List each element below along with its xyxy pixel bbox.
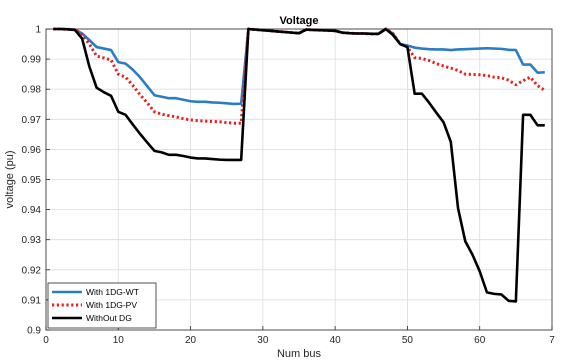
x-tick-label: 20 [185,335,197,346]
y-tick-label: 0.9 [27,326,41,337]
legend: With 1DG-WT With 1DG-PV WithOut DG [47,282,157,329]
x-tick-label: 0 [43,335,49,346]
x-tick-label: 10 [113,335,125,346]
y-tick-label: 0.97 [22,115,42,126]
y-tick-label: 1 [35,25,41,36]
x-tick-label: 30 [257,335,269,346]
chart-title: Voltage [280,15,319,27]
y-tick-label: 0.99 [22,55,42,66]
y-axis-ticks: 0.9 0.91 0.92 0.93 0.94 0.95 0.96 0.97 0.98 0.99 1 [22,25,50,337]
y-tick-label: 0.94 [22,205,42,216]
y-tick-label: 0.93 [22,235,42,246]
y-tick-label: 0.91 [22,295,42,306]
x-tick-label: 50 [402,335,414,346]
y-tick-label: 0.95 [22,175,42,186]
series-lines [53,27,546,303]
x-axis-ticks: 0 10 20 30 40 50 60 7 [43,326,555,346]
x-tick-label: 7 [549,335,555,346]
legend-label-with-1dg-wt: With 1DG-WT [86,287,139,297]
y-tick-label: 0.98 [22,85,42,96]
x-axis-label: Num bus [277,348,322,360]
y-axis-label: voltage (pu) [4,150,16,208]
series-line-without-dg [53,27,545,303]
legend-box [47,282,157,329]
legend-label-with-1dg-pv: With 1DG-PV [86,300,137,310]
x-tick-label: 60 [474,335,486,346]
y-tick-label: 0.92 [22,265,42,276]
x-tick-label: 40 [330,335,342,346]
legend-label-without-dg: WithOut DG [86,313,132,323]
y-tick-label: 0.96 [22,145,42,156]
